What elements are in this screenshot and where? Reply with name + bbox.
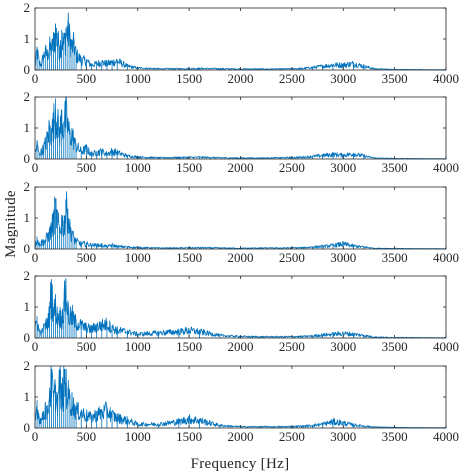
x-axis-title: Frequency [Hz] [191, 456, 290, 472]
x-tick-label: 2000 [228, 429, 254, 444]
x-tick-label: 0 [32, 339, 39, 354]
x-tick-label: 4000 [433, 250, 459, 265]
y-tick-label: 1 [24, 120, 31, 135]
x-tick-label: 1000 [125, 160, 151, 175]
plot-area [35, 97, 446, 159]
x-tick-label: 1500 [176, 339, 202, 354]
x-tick-label: 3000 [330, 339, 356, 354]
x-tick-label: 2500 [279, 250, 305, 265]
plot-area [35, 187, 446, 249]
x-tick-label: 1000 [125, 71, 151, 86]
x-tick-label: 0 [32, 71, 39, 86]
subplot-5: 0 500 1000 1500 2000 2500 3000 3500 4000 0 1 2 [24, 358, 460, 444]
y-tick-label: 2 [24, 89, 31, 104]
x-tick-label: 2000 [228, 250, 254, 265]
x-tick-label: 500 [77, 250, 97, 265]
x-tick-label: 500 [77, 429, 97, 444]
y-tick-label: 1 [24, 299, 31, 314]
x-tick-label: 3000 [330, 429, 356, 444]
x-tick-label: 2000 [228, 160, 254, 175]
x-tick-label: 4000 [433, 71, 459, 86]
x-tick-label: 1500 [176, 250, 202, 265]
y-tick-label: 0 [24, 151, 31, 166]
subplot-4: 0 500 1000 1500 2000 2500 3000 3500 4000 0 1 2 [24, 268, 460, 354]
y-tick-label: 2 [24, 0, 31, 15]
subplot-1: 0 500 1000 1500 2000 2500 3000 3500 4000 0 1 2 [24, 0, 460, 86]
y-tick-label: 2 [24, 179, 31, 194]
y-tick-label: 0 [24, 330, 31, 345]
y-tick-label: 2 [24, 268, 31, 283]
x-tick-label: 4000 [433, 429, 459, 444]
x-tick-label: 1500 [176, 429, 202, 444]
x-tick-label: 0 [32, 250, 39, 265]
x-tick-label: 3500 [382, 250, 408, 265]
subplot-3: 0 500 1000 1500 2000 2500 3000 3500 4000 0 1 2 [24, 179, 460, 265]
x-tick-label: 2500 [279, 429, 305, 444]
x-tick-label: 1500 [176, 71, 202, 86]
x-tick-label: 500 [77, 160, 97, 175]
y-tick-label: 1 [24, 210, 31, 225]
x-tick-label: 1500 [176, 160, 202, 175]
y-tick-label: 2 [24, 358, 31, 373]
y-tick-label: 0 [24, 420, 31, 435]
x-tick-label: 1000 [125, 250, 151, 265]
x-tick-label: 1000 [125, 339, 151, 354]
x-tick-label: 2500 [279, 160, 305, 175]
x-tick-label: 500 [77, 339, 97, 354]
x-tick-label: 3500 [382, 339, 408, 354]
y-tick-label: 0 [24, 62, 31, 77]
x-tick-label: 500 [77, 71, 97, 86]
x-tick-label: 2000 [228, 339, 254, 354]
x-tick-label: 3000 [330, 71, 356, 86]
y-axis-title: Magnitude [3, 190, 19, 258]
plot-area [35, 8, 446, 70]
x-tick-label: 2500 [279, 71, 305, 86]
x-tick-label: 0 [32, 429, 39, 444]
x-tick-label: 3500 [382, 160, 408, 175]
x-tick-label: 4000 [433, 160, 459, 175]
x-tick-label: 3000 [330, 250, 356, 265]
x-tick-label: 1000 [125, 429, 151, 444]
x-tick-label: 2000 [228, 71, 254, 86]
x-tick-label: 3500 [382, 71, 408, 86]
x-tick-label: 3500 [382, 429, 408, 444]
x-tick-label: 0 [32, 160, 39, 175]
y-tick-label: 0 [24, 241, 31, 256]
x-tick-label: 3000 [330, 160, 356, 175]
y-tick-label: 1 [24, 31, 31, 46]
x-tick-label: 2500 [279, 339, 305, 354]
x-tick-label: 4000 [433, 339, 459, 354]
subplot-2: 0 500 1000 1500 2000 2500 3000 3500 4000 0 1 2 [24, 89, 460, 175]
y-tick-label: 1 [24, 389, 31, 404]
